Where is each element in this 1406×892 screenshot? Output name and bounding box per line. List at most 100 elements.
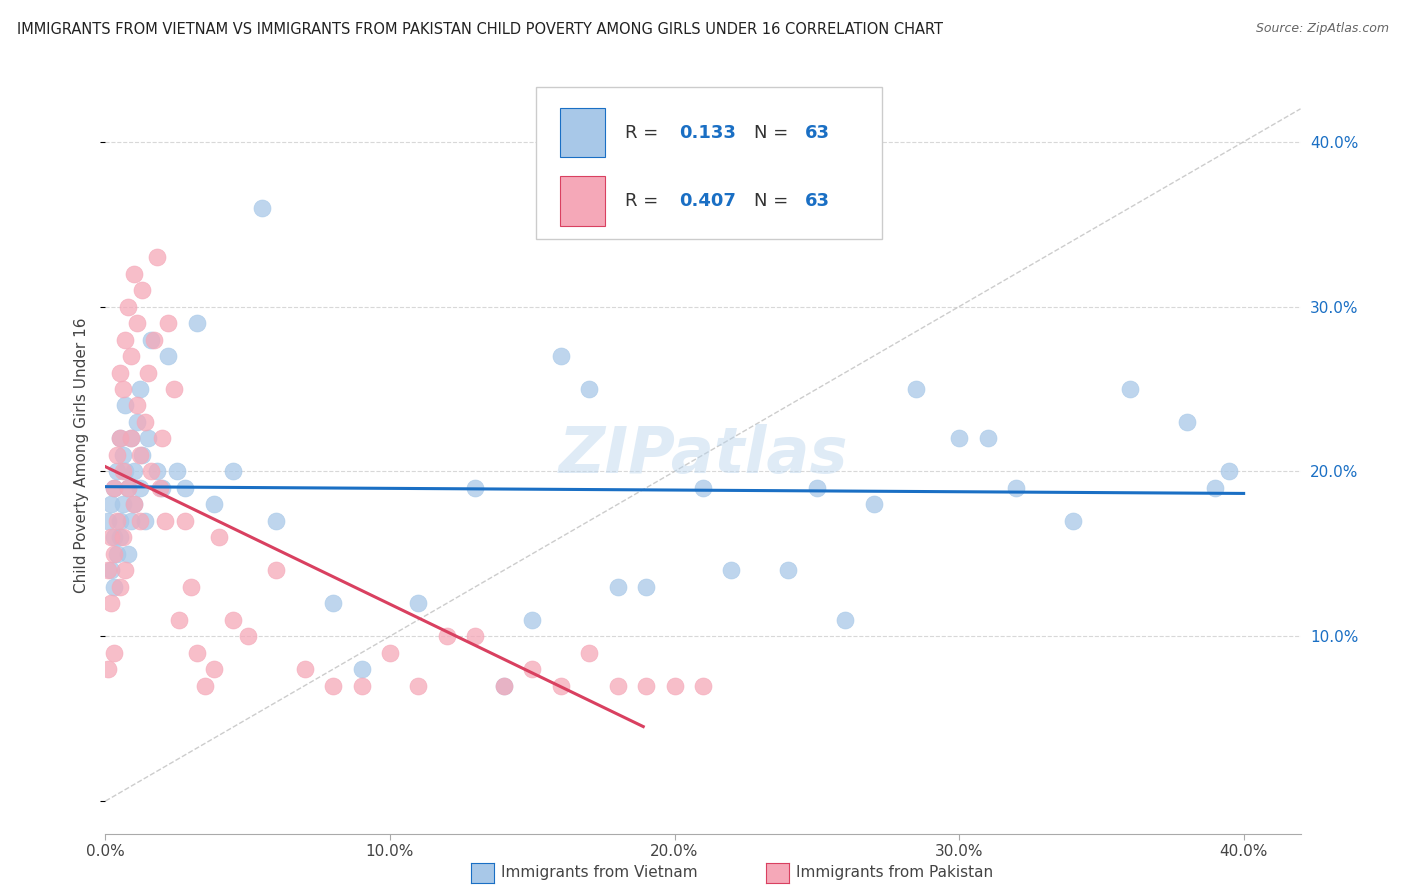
Point: [180, 580, 202, 594]
Point: [97, 563, 120, 577]
Point: [636, 679, 658, 693]
Point: [157, 316, 180, 330]
Point: [692, 481, 714, 495]
Point: [264, 563, 287, 577]
Point: [139, 464, 162, 478]
Point: [464, 481, 486, 495]
Point: [105, 514, 128, 528]
Point: [111, 382, 134, 396]
Point: [350, 679, 373, 693]
Point: [131, 283, 153, 297]
Point: [105, 448, 128, 462]
Point: [128, 514, 150, 528]
Point: [862, 497, 884, 511]
Point: [208, 530, 231, 544]
Point: [108, 530, 131, 544]
Point: [100, 563, 122, 577]
Point: [720, 563, 742, 577]
Point: [174, 514, 197, 528]
Point: [120, 514, 142, 528]
Point: [148, 481, 170, 495]
Text: Source: ZipAtlas.com: Source: ZipAtlas.com: [1256, 22, 1389, 36]
Point: [322, 679, 344, 693]
Point: [100, 596, 122, 610]
Point: [105, 464, 128, 478]
Point: [111, 497, 134, 511]
Point: [125, 415, 148, 429]
Text: N =: N =: [755, 192, 794, 210]
Point: [105, 547, 128, 561]
Point: [222, 464, 245, 478]
Point: [408, 679, 430, 693]
Point: [103, 481, 125, 495]
Text: ZIPatlas: ZIPatlas: [558, 424, 848, 486]
Point: [169, 613, 191, 627]
Point: [606, 679, 628, 693]
Point: [522, 662, 544, 676]
Point: [117, 300, 139, 314]
Point: [103, 580, 125, 594]
Point: [117, 481, 139, 495]
Point: [114, 399, 136, 413]
Text: 0.133: 0.133: [679, 124, 735, 142]
Point: [136, 432, 159, 446]
Point: [222, 613, 245, 627]
Point: [134, 514, 156, 528]
Point: [139, 333, 162, 347]
Text: Immigrants from Vietnam: Immigrants from Vietnam: [501, 865, 697, 880]
Text: Immigrants from Pakistan: Immigrants from Pakistan: [796, 865, 993, 880]
Point: [1218, 464, 1240, 478]
Point: [664, 679, 686, 693]
Point: [120, 432, 142, 446]
Point: [117, 481, 139, 495]
Point: [120, 349, 142, 363]
Point: [114, 464, 136, 478]
Point: [108, 514, 131, 528]
Point: [103, 646, 125, 660]
Point: [157, 349, 180, 363]
Point: [125, 316, 148, 330]
Point: [103, 547, 125, 561]
Point: [1175, 415, 1198, 429]
Point: [948, 432, 970, 446]
Point: [464, 629, 486, 643]
Point: [186, 646, 208, 660]
Point: [522, 613, 544, 627]
Point: [108, 580, 131, 594]
FancyBboxPatch shape: [536, 87, 883, 239]
Point: [111, 464, 134, 478]
Point: [97, 662, 120, 676]
Text: IMMIGRANTS FROM VIETNAM VS IMMIGRANTS FROM PAKISTAN CHILD POVERTY AMONG GIRLS UN: IMMIGRANTS FROM VIETNAM VS IMMIGRANTS FR…: [17, 22, 943, 37]
Point: [806, 481, 828, 495]
Point: [142, 333, 165, 347]
Point: [550, 349, 572, 363]
Point: [294, 662, 316, 676]
FancyBboxPatch shape: [560, 177, 605, 226]
Point: [150, 432, 173, 446]
Point: [166, 464, 188, 478]
Text: R =: R =: [626, 124, 664, 142]
Point: [250, 201, 273, 215]
Point: [103, 481, 125, 495]
Point: [834, 613, 856, 627]
Point: [117, 547, 139, 561]
Point: [111, 448, 134, 462]
Point: [111, 530, 134, 544]
Point: [636, 580, 658, 594]
Point: [128, 448, 150, 462]
Point: [136, 366, 159, 380]
Point: [550, 679, 572, 693]
Point: [155, 514, 177, 528]
Point: [905, 382, 928, 396]
Point: [1062, 514, 1084, 528]
Point: [976, 432, 998, 446]
Point: [114, 333, 136, 347]
Point: [378, 646, 401, 660]
Point: [202, 497, 225, 511]
Point: [122, 497, 145, 511]
Point: [322, 596, 344, 610]
Point: [97, 514, 120, 528]
Point: [408, 596, 430, 610]
Y-axis label: Child Poverty Among Girls Under 16: Child Poverty Among Girls Under 16: [75, 318, 90, 592]
Point: [492, 679, 515, 693]
